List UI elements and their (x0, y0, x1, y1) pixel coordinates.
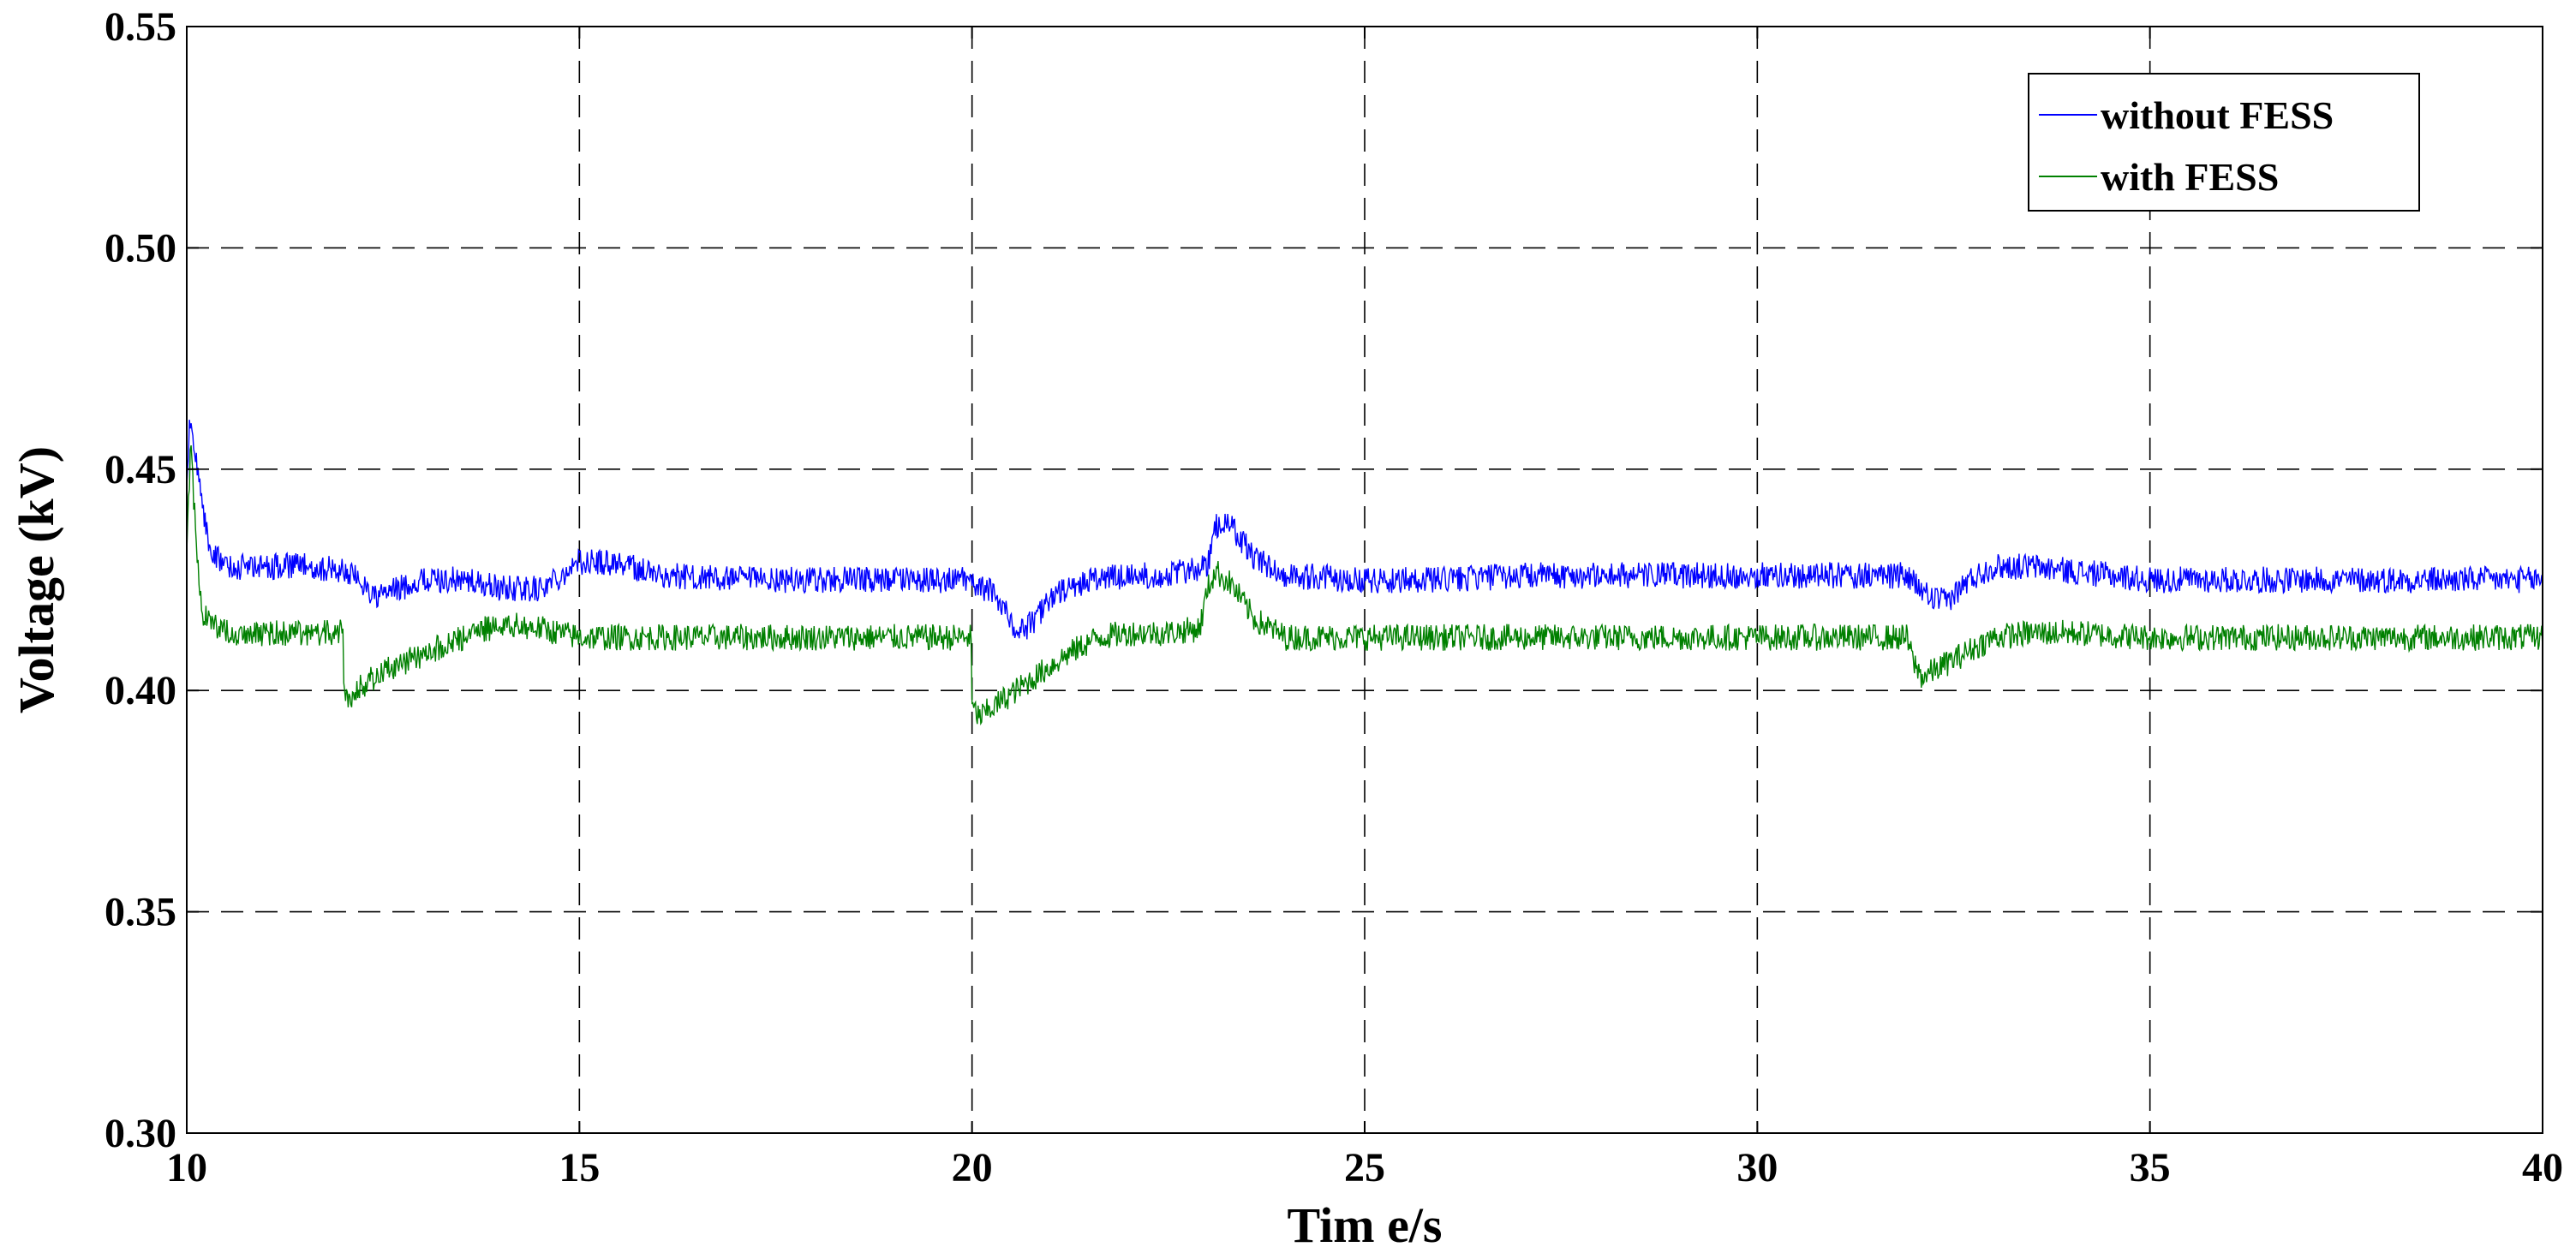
y-tick-label: 0.35 (105, 890, 176, 935)
series-line-without-fess (186, 420, 2543, 640)
y-tick-label: 0.50 (105, 225, 176, 271)
y-tick-label: 0.55 (105, 4, 176, 50)
x-axis-title: Tim e/s (1288, 1197, 1443, 1253)
y-tick-label: 0.30 (105, 1111, 176, 1156)
x-tick-label: 25 (1344, 1145, 1385, 1190)
x-tick-label: 15 (559, 1145, 600, 1190)
legend: without FESS with FESS (2028, 73, 2420, 212)
ticks (186, 26, 2543, 1134)
legend-box (2028, 73, 2420, 212)
x-tick-label: 40 (2522, 1145, 2563, 1190)
legend-label-without-fess: without FESS (2101, 93, 2334, 137)
x-tick-label: 20 (952, 1145, 993, 1190)
y-tick-label: 0.45 (105, 447, 176, 492)
x-tick-label: 35 (2130, 1145, 2171, 1190)
series-layer (186, 420, 2543, 726)
tick-labels: 10 15 20 25 30 35 40 0.30 0.35 0.40 0.45 0.50 0.55 (105, 4, 2563, 1190)
y-axis-title: Voltage (kV) (9, 446, 64, 713)
y-tick-label: 0.40 (105, 668, 176, 713)
legend-label-with-fess: with FESS (2101, 155, 2279, 199)
x-tick-label: 30 (1736, 1145, 1778, 1190)
series-line-with-fess (186, 445, 2543, 726)
x-tick-label: 10 (166, 1145, 207, 1190)
